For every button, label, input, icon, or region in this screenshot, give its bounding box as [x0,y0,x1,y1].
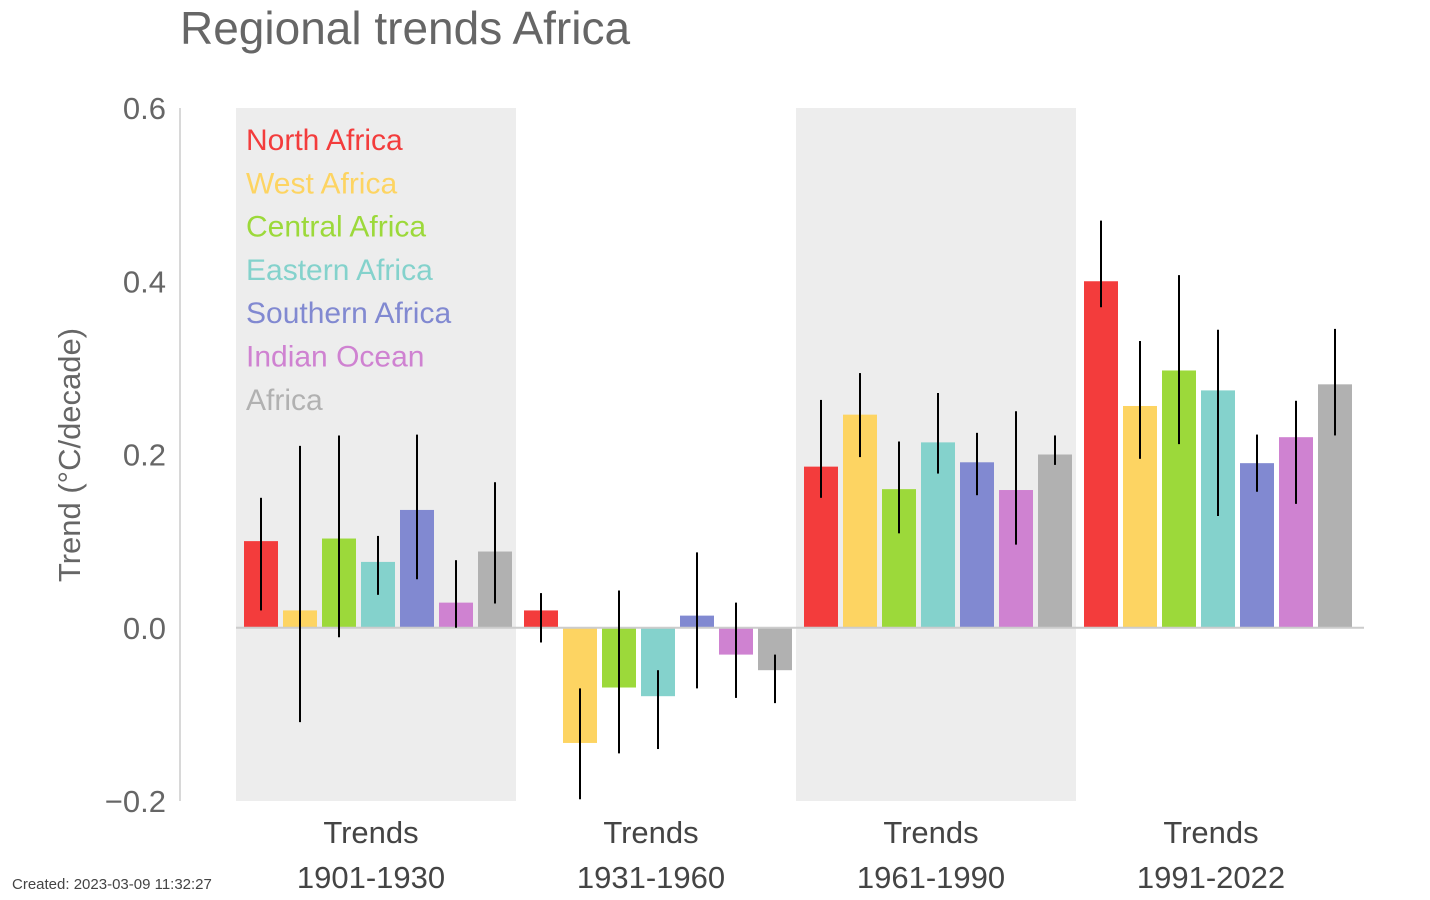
legend-item-africa: Africa [246,384,323,417]
y-tick-label: 0.6 [123,91,166,126]
bars [244,281,1352,743]
y-tick-label: 0.4 [123,264,166,299]
legend: North Africa West Africa Central Africa Eas… [246,124,451,417]
chart-title: Regional trends Africa [180,2,630,54]
legend-item-west-africa: West Africa [246,167,397,200]
category-label-line2: 1931-1960 [577,860,725,895]
category-label-line1: Trends [603,815,698,850]
y-axis-label: Trend (°C/decade) [52,328,87,582]
legend-item-southern-africa: Southern Africa [246,297,451,330]
category-label-line1: Trends [323,815,418,850]
y-axis-ticks: 0.6 0.4 0.2 0.0 −0.2 [105,91,166,819]
period-shade-1901-1930 [236,108,516,801]
legend-item-central-africa: Central Africa [246,211,426,244]
legend-item-indian-ocean: Indian Ocean [246,341,424,374]
error-bars [260,220,1336,800]
category-label-line2: 1901-1930 [297,860,445,895]
category-label-line2: 1961-1990 [857,860,1005,895]
legend-item-eastern-africa: Eastern Africa [246,254,433,287]
category-label-line1: Trends [1163,815,1258,850]
category-label-line1: Trends [883,815,978,850]
x-axis-labels: Trends 1901-1930 Trends 1931-1960 Trends 1961… [297,815,1285,895]
y-tick-label: 0.0 [123,611,166,646]
bar-north-africa-1991-2022 [1084,281,1118,628]
y-tick-label: 0.2 [123,438,166,473]
y-tick-label: −0.2 [105,784,166,819]
bar-africa-1961-1990 [1038,454,1072,628]
legend-item-north-africa: North Africa [246,124,403,157]
created-timestamp: Created: 2023-03-09 11:32:27 [12,876,212,893]
category-label-line2: 1991-2022 [1137,860,1285,895]
